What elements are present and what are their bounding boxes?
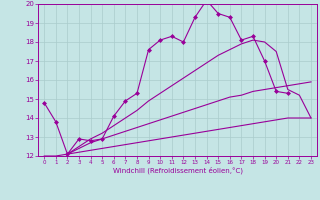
X-axis label: Windchill (Refroidissement éolien,°C): Windchill (Refroidissement éolien,°C) — [113, 167, 243, 174]
